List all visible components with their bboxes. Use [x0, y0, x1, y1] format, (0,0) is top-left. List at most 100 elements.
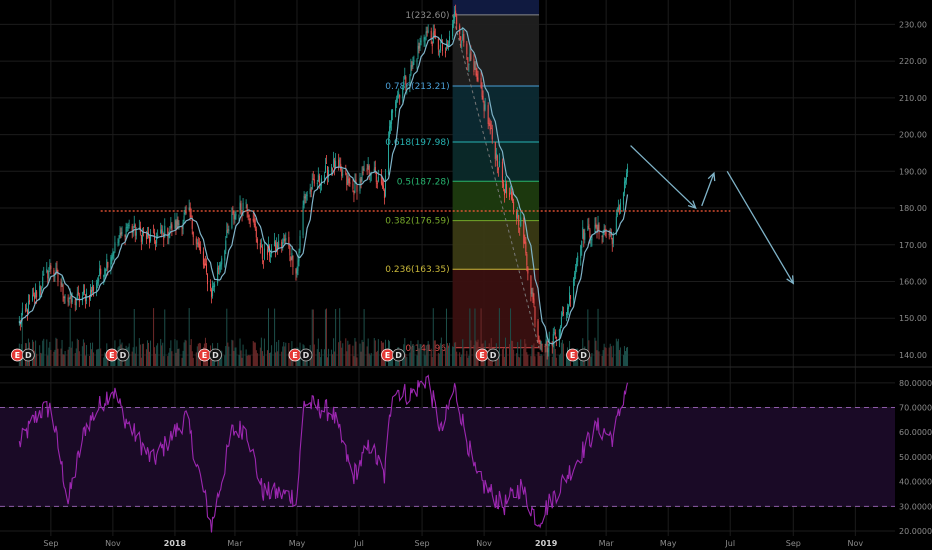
volume-bar: [412, 343, 414, 366]
dividend-badge[interactable]: [21, 348, 35, 362]
candle: [469, 45, 471, 62]
candle: [438, 49, 440, 58]
rsi-tick-label: 60.0000: [899, 428, 932, 437]
forecast-segment[interactable]: [726, 170, 794, 284]
candle: [347, 172, 349, 186]
candle-body: [341, 170, 343, 177]
volume-bar: [565, 353, 567, 366]
candle-body: [247, 212, 249, 214]
candle-body: [477, 77, 479, 81]
fibonacci-retracement[interactable]: 1(232.60) 0.786(213.21) 0.618(197.98) 0.5(1…: [385, 0, 540, 354]
candle: [228, 225, 230, 235]
candle-body: [274, 240, 276, 247]
candle-body: [626, 172, 627, 181]
dividend-badge[interactable]: [486, 348, 500, 362]
candle-body: [518, 215, 520, 226]
candle: [624, 177, 626, 189]
candle: [325, 154, 327, 164]
candle-body: [259, 243, 261, 250]
candle: [46, 262, 48, 274]
candle-body: [149, 237, 151, 243]
volume-bar: [367, 338, 369, 366]
candle: [377, 169, 379, 183]
dividend-badge[interactable]: [209, 348, 222, 362]
candle-body: [402, 87, 404, 99]
candle: [544, 343, 546, 353]
volume-bar: [404, 338, 406, 366]
candle-body: [124, 234, 126, 238]
candle: [24, 304, 26, 313]
candle-body: [425, 31, 427, 38]
forecast-segment[interactable]: [701, 172, 715, 207]
candle-body: [587, 225, 589, 231]
candle: [562, 306, 564, 317]
candle-body: [595, 223, 597, 227]
volume-bar: [81, 346, 83, 366]
candle: [270, 252, 272, 264]
volume-bar: [42, 340, 44, 366]
candle-body: [527, 267, 529, 274]
candle: [376, 180, 378, 189]
candle-body: [481, 87, 483, 97]
candle: [199, 241, 201, 254]
candle-body: [611, 238, 613, 244]
forecast-arrows[interactable]: [630, 145, 795, 285]
candle-body: [190, 215, 192, 217]
candle: [432, 24, 434, 44]
dividend-badge[interactable]: [116, 348, 130, 362]
candle-body: [333, 159, 335, 167]
candle: [425, 26, 427, 41]
candle-body: [277, 244, 279, 250]
volume-bar: [164, 309, 166, 366]
candle-body: [262, 260, 264, 262]
candle-body: [99, 268, 101, 276]
candle-body: [248, 215, 250, 217]
volume-bar: [392, 356, 394, 366]
candle-body: [398, 92, 400, 95]
candle: [82, 284, 84, 296]
volume-bar: [275, 352, 277, 366]
forecast-segment[interactable]: [630, 145, 697, 209]
dividend-label: D: [212, 351, 219, 360]
volume-bar: [598, 351, 600, 366]
candle-body: [305, 195, 307, 199]
candle-body: [553, 332, 555, 333]
dividend-badge[interactable]: [299, 348, 313, 362]
dividend-badge[interactable]: [577, 348, 591, 362]
candle: [155, 239, 157, 251]
candle-body: [476, 73, 478, 80]
candle-body: [28, 300, 30, 303]
candle-body: [399, 94, 401, 98]
candle-body: [380, 175, 382, 184]
volume-bar: [271, 345, 273, 366]
candle: [461, 40, 463, 49]
candle-body: [62, 284, 64, 296]
candle-body: [609, 233, 611, 235]
dividend-badge[interactable]: [392, 348, 405, 362]
candle-body: [454, 11, 456, 19]
volume-bar: [133, 309, 135, 366]
candle-body: [589, 229, 591, 238]
candle: [114, 235, 116, 253]
candle: [99, 260, 101, 277]
volume-bar: [375, 352, 377, 366]
candle-body: [78, 295, 80, 302]
candle-body: [403, 81, 405, 87]
candle-body: [296, 270, 298, 274]
volume-bar: [603, 343, 605, 366]
volume-bar: [623, 346, 625, 366]
candle: [352, 179, 354, 193]
volume-bar: [420, 344, 422, 366]
candle-body: [120, 232, 122, 235]
candle: [342, 168, 344, 178]
candle-body: [224, 250, 226, 261]
